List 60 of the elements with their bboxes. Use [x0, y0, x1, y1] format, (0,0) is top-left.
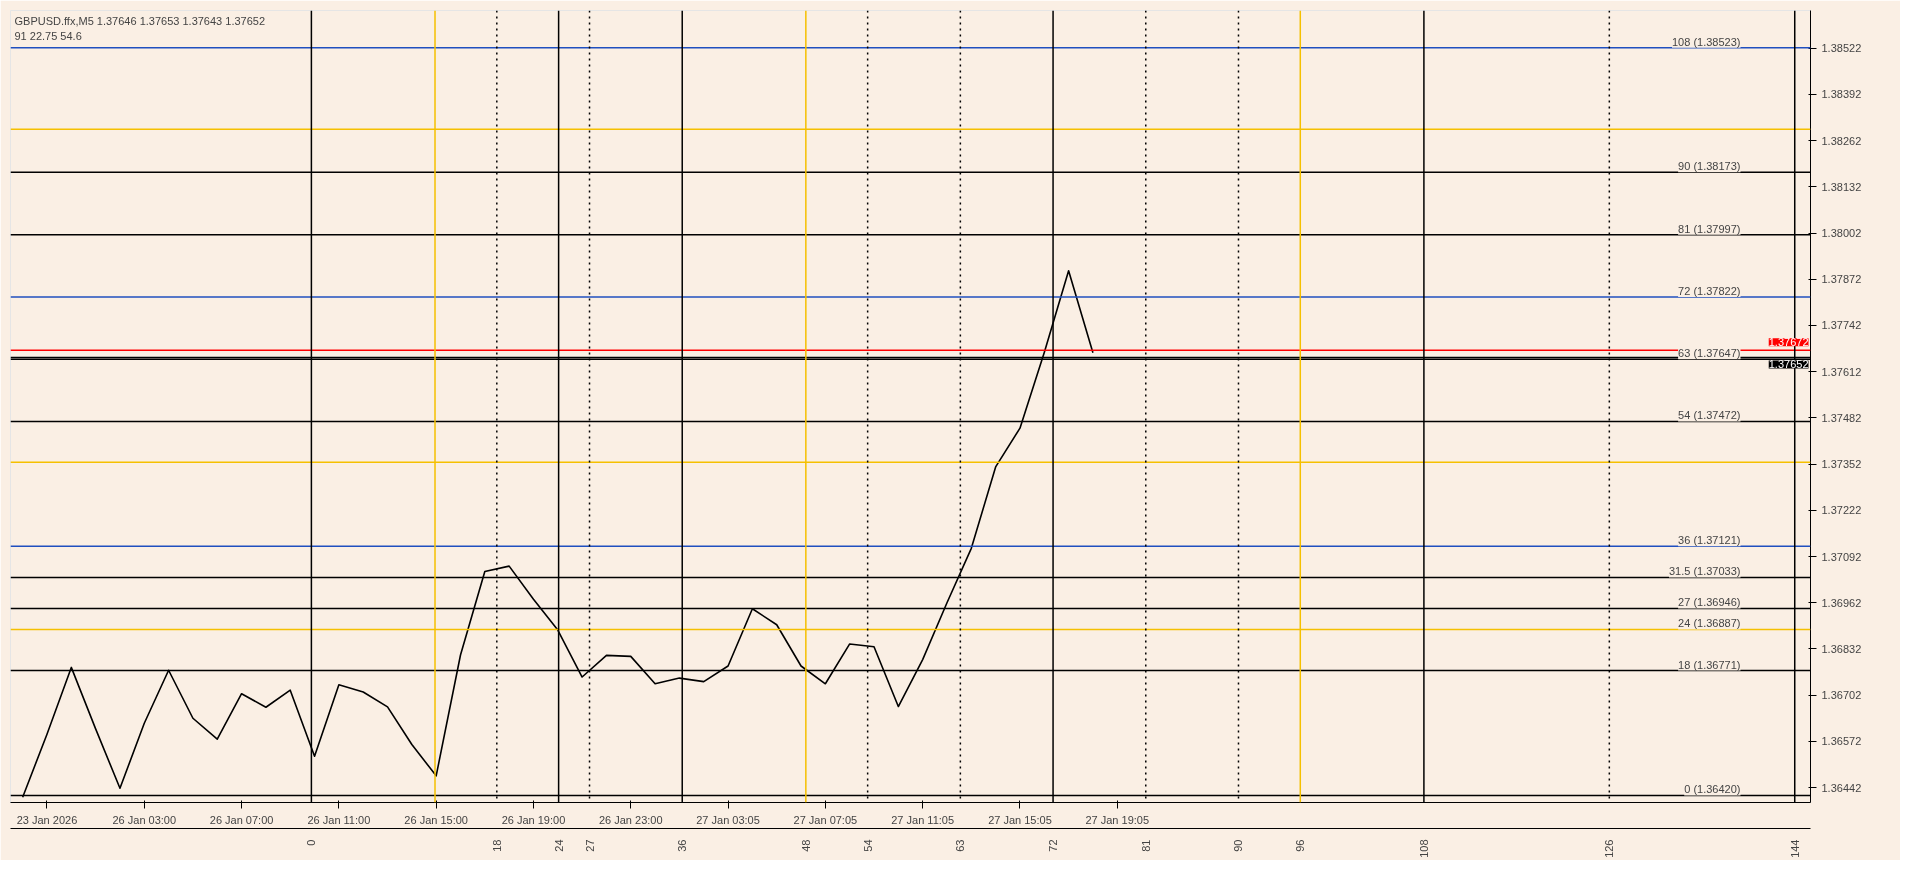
x2-tick-label: 108 — [1417, 839, 1430, 858]
y-tick-label: 1.37742 — [1821, 319, 1862, 332]
y-tick-label: 1.38522 — [1821, 42, 1862, 55]
y-tick-label: 1.38002 — [1821, 227, 1862, 240]
y-tick-label: 1.37222 — [1821, 504, 1862, 517]
y-tick-label: 1.36442 — [1821, 781, 1862, 794]
ref-line-label: 108 (1.38523) — [1672, 35, 1741, 48]
x2-tick-label: 90 — [1232, 839, 1245, 852]
ref-line-label: 63 (1.37647) — [1678, 347, 1741, 360]
y-tick-label: 1.38392 — [1821, 88, 1862, 101]
x2-tick-label: 54 — [861, 839, 874, 852]
x-tick-label: 26 Jan 03:00 — [112, 813, 177, 826]
x2-tick-label: 144 — [1788, 839, 1801, 858]
y-tick-label: 1.36832 — [1821, 642, 1862, 655]
ref-line-label: 81 (1.37997) — [1678, 222, 1741, 235]
x-tick-label: 27 Jan 03:05 — [696, 813, 760, 826]
y-tick-label: 1.37612 — [1821, 365, 1862, 378]
ref-line-label: 90 (1.38173) — [1678, 160, 1741, 173]
ref-line-label: 0 (1.36420) — [1684, 783, 1741, 796]
x-tick-label: 26 Jan 11:00 — [307, 813, 371, 826]
x-tick-label: 27 Jan 19:05 — [1085, 813, 1150, 826]
x2-tick-label: 81 — [1139, 839, 1152, 852]
y-tick-label: 1.36572 — [1821, 735, 1862, 748]
x-tick-label: 26 Jan 19:00 — [501, 813, 566, 826]
ref-line-label: 18 (1.36771) — [1678, 658, 1741, 671]
x-tick-label: 23 Jan 2026 — [16, 813, 78, 826]
y-tick-label: 1.37872 — [1821, 273, 1862, 286]
ref-line-label: 31.5 (1.37033) — [1668, 565, 1741, 578]
y-tick-label: 1.37482 — [1821, 411, 1862, 424]
x2-tick-label: 36 — [676, 839, 689, 852]
ref-line-label: 36 (1.37121) — [1678, 534, 1741, 547]
ref-line-label: 72 (1.37822) — [1678, 285, 1741, 298]
ref-line-label: 24 (1.36887) — [1678, 617, 1741, 630]
y-tick-label: 1.37352 — [1821, 458, 1862, 471]
x2-tick-label: 72 — [1047, 839, 1060, 852]
x2-tick-label: 0 — [305, 839, 318, 846]
x-tick-label: 26 Jan 07:00 — [209, 813, 274, 826]
x-tick-label: 26 Jan 15:00 — [404, 813, 468, 826]
x2-tick-label: 18 — [490, 839, 503, 852]
ref-line-label: 27 (1.36946) — [1678, 596, 1741, 609]
y-tick-label: 1.36962 — [1821, 596, 1862, 609]
y-tick-label: 1.38132 — [1821, 180, 1862, 193]
ref-line-label: 54 (1.37472) — [1678, 409, 1741, 422]
x2-tick-label: 126 — [1603, 839, 1616, 858]
annotation: 91 22.75 54.6 — [14, 29, 82, 42]
x2-tick-label: 24 — [552, 839, 565, 852]
ref-line-label: 1.37672 — [1768, 336, 1809, 349]
x2-tick-label: 48 — [799, 839, 812, 852]
y-tick-label: 1.36702 — [1821, 689, 1862, 702]
x-tick-label: 27 Jan 11:05 — [891, 813, 955, 826]
annotation: GBPUSD.ffx,M5 1.37646 1.37653 1.37643 1.37652 — [14, 14, 266, 27]
x-tick-label: 27 Jan 07:05 — [793, 813, 858, 826]
x2-tick-label: 96 — [1294, 839, 1307, 852]
x-tick-label: 27 Jan 15:05 — [988, 813, 1052, 826]
x-tick-label: 26 Jan 23:00 — [598, 813, 663, 826]
y-tick-label: 1.37092 — [1821, 550, 1862, 563]
x2-tick-label: 63 — [954, 839, 967, 852]
ref-line-label: 1.37652 — [1768, 358, 1809, 371]
y-tick-label: 1.38262 — [1821, 134, 1862, 147]
x2-tick-label: 27 — [583, 839, 596, 852]
